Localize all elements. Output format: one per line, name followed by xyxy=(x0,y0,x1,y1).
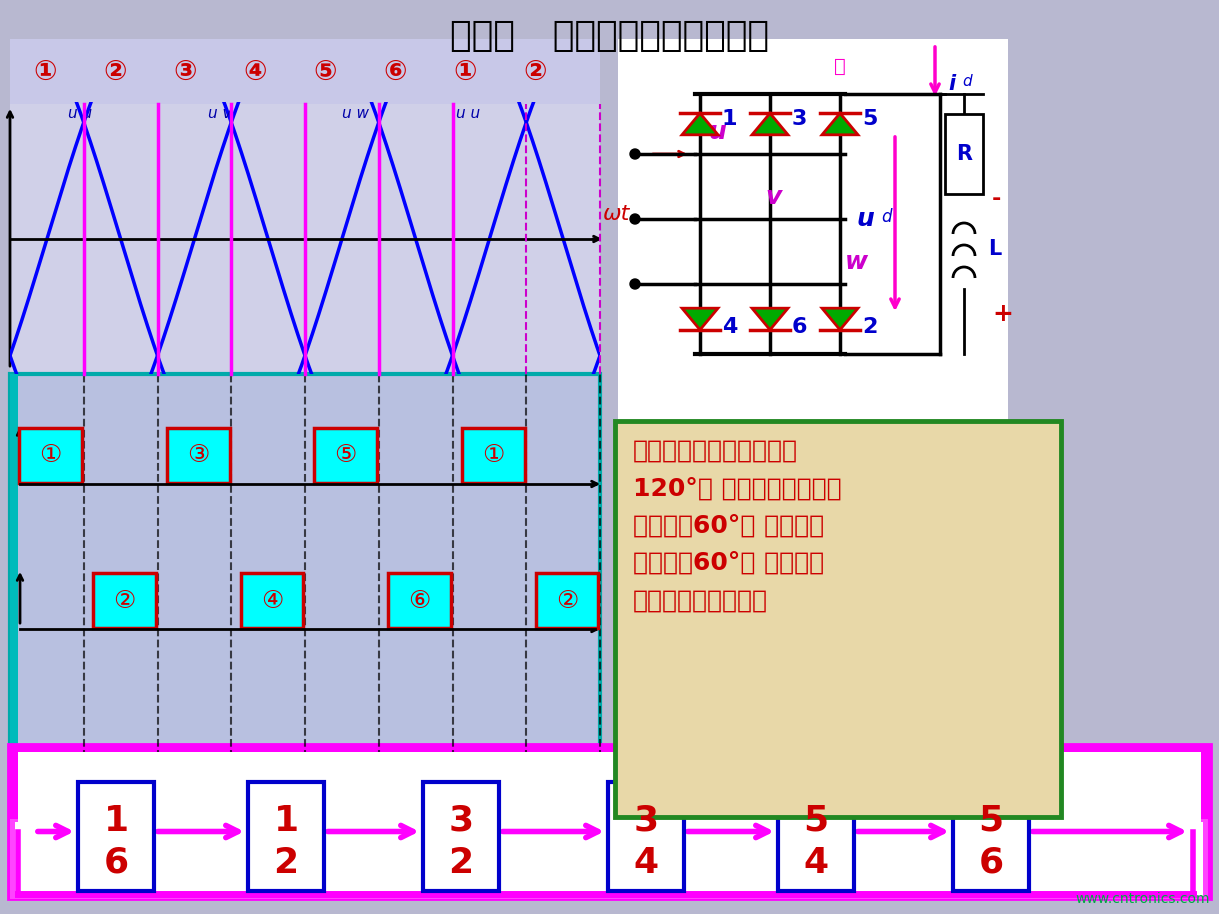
Text: ①: ① xyxy=(39,443,62,467)
FancyBboxPatch shape xyxy=(247,782,324,891)
Text: u: u xyxy=(856,207,874,231)
Bar xyxy=(10,39,600,104)
Text: ③: ③ xyxy=(187,443,210,467)
FancyBboxPatch shape xyxy=(240,573,304,628)
Text: 第二节   三相桥式全控整流电路: 第二节 三相桥式全控整流电路 xyxy=(450,19,768,53)
Polygon shape xyxy=(681,308,718,330)
Text: ②: ② xyxy=(104,58,127,86)
Text: u u: u u xyxy=(68,107,93,122)
Polygon shape xyxy=(822,113,858,134)
Bar xyxy=(9,744,1210,899)
FancyBboxPatch shape xyxy=(388,573,451,628)
Text: ②: ② xyxy=(523,58,547,86)
Circle shape xyxy=(630,214,640,224)
Text: 5: 5 xyxy=(979,803,1003,838)
FancyBboxPatch shape xyxy=(953,782,1029,891)
FancyBboxPatch shape xyxy=(778,782,855,891)
FancyBboxPatch shape xyxy=(167,428,229,483)
Bar xyxy=(18,752,1201,892)
Text: 1: 1 xyxy=(722,109,737,129)
Text: +: + xyxy=(992,302,1013,326)
Text: 4: 4 xyxy=(803,845,829,880)
Text: ωt: ωt xyxy=(603,204,630,224)
Text: ④: ④ xyxy=(244,58,267,86)
Text: R: R xyxy=(956,144,972,164)
Text: 3: 3 xyxy=(634,803,658,838)
Text: ⑤: ⑤ xyxy=(334,443,357,467)
Bar xyxy=(618,39,1008,424)
Text: ①: ① xyxy=(33,58,57,86)
Text: ②: ② xyxy=(556,589,578,612)
Text: 5: 5 xyxy=(803,803,829,838)
Circle shape xyxy=(630,279,640,289)
Text: d: d xyxy=(881,208,891,226)
Circle shape xyxy=(630,149,640,159)
Text: 4: 4 xyxy=(722,317,737,337)
Text: d: d xyxy=(962,74,972,89)
FancyBboxPatch shape xyxy=(20,428,82,483)
Text: ①: ① xyxy=(482,443,505,467)
Polygon shape xyxy=(752,113,787,134)
Text: 2: 2 xyxy=(449,845,473,880)
FancyBboxPatch shape xyxy=(616,421,1061,817)
Text: v: v xyxy=(766,185,781,209)
Text: i: i xyxy=(948,74,956,94)
Text: 3: 3 xyxy=(449,803,473,838)
Text: 6: 6 xyxy=(792,317,807,337)
Text: u v: u v xyxy=(208,107,232,122)
Text: 2: 2 xyxy=(862,317,878,337)
Text: u w: u w xyxy=(341,107,368,122)
Text: 3: 3 xyxy=(792,109,807,129)
Text: ⑥: ⑥ xyxy=(408,589,430,612)
Text: 6: 6 xyxy=(104,845,128,880)
FancyBboxPatch shape xyxy=(608,782,684,891)
FancyBboxPatch shape xyxy=(462,428,524,483)
Polygon shape xyxy=(822,308,858,330)
Bar xyxy=(10,104,600,374)
Text: ①: ① xyxy=(453,58,477,86)
Text: 2: 2 xyxy=(273,845,299,880)
Text: 6: 6 xyxy=(979,845,1003,880)
Text: 同组晶闸管之间脉冲互差
120°， 共阳极与共阴极组
晶闸管差60°， 只要脉冲
宽度大于60°， 就能构成
回路，即宽脉冲方式: 同组晶闸管之间脉冲互差 120°， 共阳极与共阴极组 晶闸管差60°， 只要脉冲… xyxy=(633,439,841,612)
FancyBboxPatch shape xyxy=(423,782,499,891)
Text: ⑥: ⑥ xyxy=(383,58,407,86)
Text: 1: 1 xyxy=(104,803,128,838)
Text: u u: u u xyxy=(456,107,480,122)
Text: u: u xyxy=(708,120,725,144)
Text: L: L xyxy=(989,239,1001,259)
FancyBboxPatch shape xyxy=(535,573,599,628)
Text: ④: ④ xyxy=(261,589,283,612)
Text: ③: ③ xyxy=(173,58,196,86)
FancyBboxPatch shape xyxy=(315,428,377,483)
Text: ⑤: ⑤ xyxy=(313,58,336,86)
Text: 4: 4 xyxy=(634,845,658,880)
Text: w: w xyxy=(845,250,868,274)
Polygon shape xyxy=(681,113,718,134)
Text: -: - xyxy=(992,189,1001,209)
Text: www.cntronics.com: www.cntronics.com xyxy=(1075,892,1210,906)
FancyBboxPatch shape xyxy=(78,782,154,891)
Bar xyxy=(10,374,600,829)
Text: ②: ② xyxy=(113,589,135,612)
Bar xyxy=(15,822,1203,896)
Bar xyxy=(10,819,1208,899)
Bar xyxy=(945,114,983,194)
FancyBboxPatch shape xyxy=(93,573,156,628)
Bar xyxy=(10,374,18,829)
Text: 5: 5 xyxy=(862,109,878,129)
Text: 1: 1 xyxy=(273,803,299,838)
Text: 🔺: 🔺 xyxy=(834,57,846,76)
Polygon shape xyxy=(752,308,787,330)
